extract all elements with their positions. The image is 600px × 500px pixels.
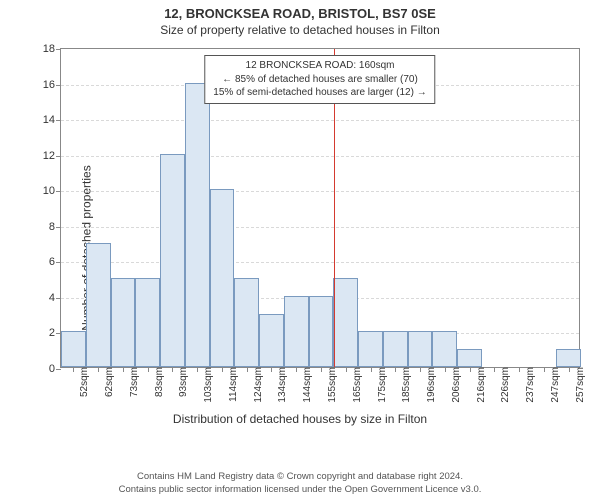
page-subtitle: Size of property relative to detached ho… (0, 21, 600, 37)
x-tick-mark (395, 367, 396, 372)
x-tick-label: 206sqm (449, 367, 462, 403)
x-tick-mark (321, 367, 322, 372)
x-tick-mark (296, 367, 297, 372)
grid-line (61, 227, 579, 228)
y-tick-mark (56, 262, 61, 263)
x-tick-mark (172, 367, 173, 372)
histogram-bar (284, 296, 309, 367)
x-tick-mark (420, 367, 421, 372)
y-tick-mark (56, 120, 61, 121)
histogram-bar (160, 154, 185, 367)
x-tick-label: 62sqm (102, 367, 115, 397)
y-tick-mark (56, 191, 61, 192)
histogram-bar (111, 278, 136, 367)
footer-attribution: Contains HM Land Registry data © Crown c… (0, 471, 600, 496)
x-tick-mark (271, 367, 272, 372)
y-tick-mark (56, 85, 61, 86)
chart-container: Number of detached properties 0246810121… (0, 42, 600, 454)
x-tick-mark (346, 367, 347, 372)
annotation-box: 12 BRONCKSEA ROAD: 160sqm ← 85% of detac… (204, 55, 435, 104)
histogram-bar (383, 331, 408, 367)
histogram-bar (210, 189, 235, 367)
y-tick-mark (56, 156, 61, 157)
x-tick-label: 226sqm (498, 367, 511, 403)
x-tick-label: 247sqm (548, 367, 561, 403)
histogram-bar (135, 278, 160, 367)
x-tick-mark (222, 367, 223, 372)
y-tick-mark (56, 369, 61, 370)
annotation-line: 12 BRONCKSEA ROAD: 160sqm (213, 59, 426, 73)
histogram-bar (61, 331, 86, 367)
grid-line (61, 191, 579, 192)
x-tick-mark (197, 367, 198, 372)
x-tick-mark (98, 367, 99, 372)
x-tick-label: 124sqm (251, 367, 264, 403)
x-tick-label: 93sqm (176, 367, 189, 397)
x-tick-mark (544, 367, 545, 372)
x-tick-mark (247, 367, 248, 372)
x-tick-label: 134sqm (275, 367, 288, 403)
x-tick-label: 155sqm (325, 367, 338, 403)
x-tick-label: 185sqm (399, 367, 412, 403)
x-tick-mark (73, 367, 74, 372)
histogram-bar (234, 278, 259, 367)
x-tick-mark (569, 367, 570, 372)
histogram-bar (185, 83, 210, 367)
x-tick-mark (123, 367, 124, 372)
histogram-bar (408, 331, 433, 367)
x-tick-label: 165sqm (350, 367, 363, 403)
histogram-bar (457, 349, 482, 367)
x-tick-label: 144sqm (300, 367, 313, 403)
histogram-bar (432, 331, 457, 367)
histogram-bar (358, 331, 383, 367)
annotation-line: ← 85% of detached houses are smaller (70… (213, 73, 426, 87)
x-tick-label: 114sqm (226, 367, 239, 402)
grid-line (61, 262, 579, 263)
x-tick-mark (445, 367, 446, 372)
plot-area: 02468101214161852sqm62sqm73sqm83sqm93sqm… (60, 48, 580, 368)
y-tick-mark (56, 227, 61, 228)
x-tick-mark (519, 367, 520, 372)
x-tick-mark (470, 367, 471, 372)
x-tick-label: 237sqm (523, 367, 536, 403)
histogram-bar (86, 243, 111, 367)
grid-line (61, 156, 579, 157)
y-tick-mark (56, 298, 61, 299)
footer-line: Contains HM Land Registry data © Crown c… (0, 471, 600, 483)
x-tick-label: 257sqm (573, 367, 586, 403)
histogram-bar (556, 349, 581, 367)
footer-line: Contains public sector information licen… (0, 484, 600, 496)
x-tick-label: 103sqm (201, 367, 214, 403)
y-tick-mark (56, 49, 61, 50)
x-tick-label: 175sqm (375, 367, 388, 403)
x-tick-label: 216sqm (474, 367, 487, 403)
x-tick-mark (148, 367, 149, 372)
page-title: 12, BRONCKSEA ROAD, BRISTOL, BS7 0SE (0, 0, 600, 21)
x-tick-mark (494, 367, 495, 372)
annotation-line: 15% of semi-detached houses are larger (… (213, 86, 426, 100)
x-tick-label: 73sqm (127, 367, 140, 397)
grid-line (61, 120, 579, 121)
histogram-bar (259, 314, 284, 367)
histogram-bar (333, 278, 358, 367)
x-tick-label: 83sqm (152, 367, 165, 397)
histogram-bar (309, 296, 334, 367)
x-axis-label: Distribution of detached houses by size … (0, 412, 600, 426)
x-tick-mark (371, 367, 372, 372)
x-tick-label: 52sqm (77, 367, 90, 397)
x-tick-label: 196sqm (424, 367, 437, 403)
